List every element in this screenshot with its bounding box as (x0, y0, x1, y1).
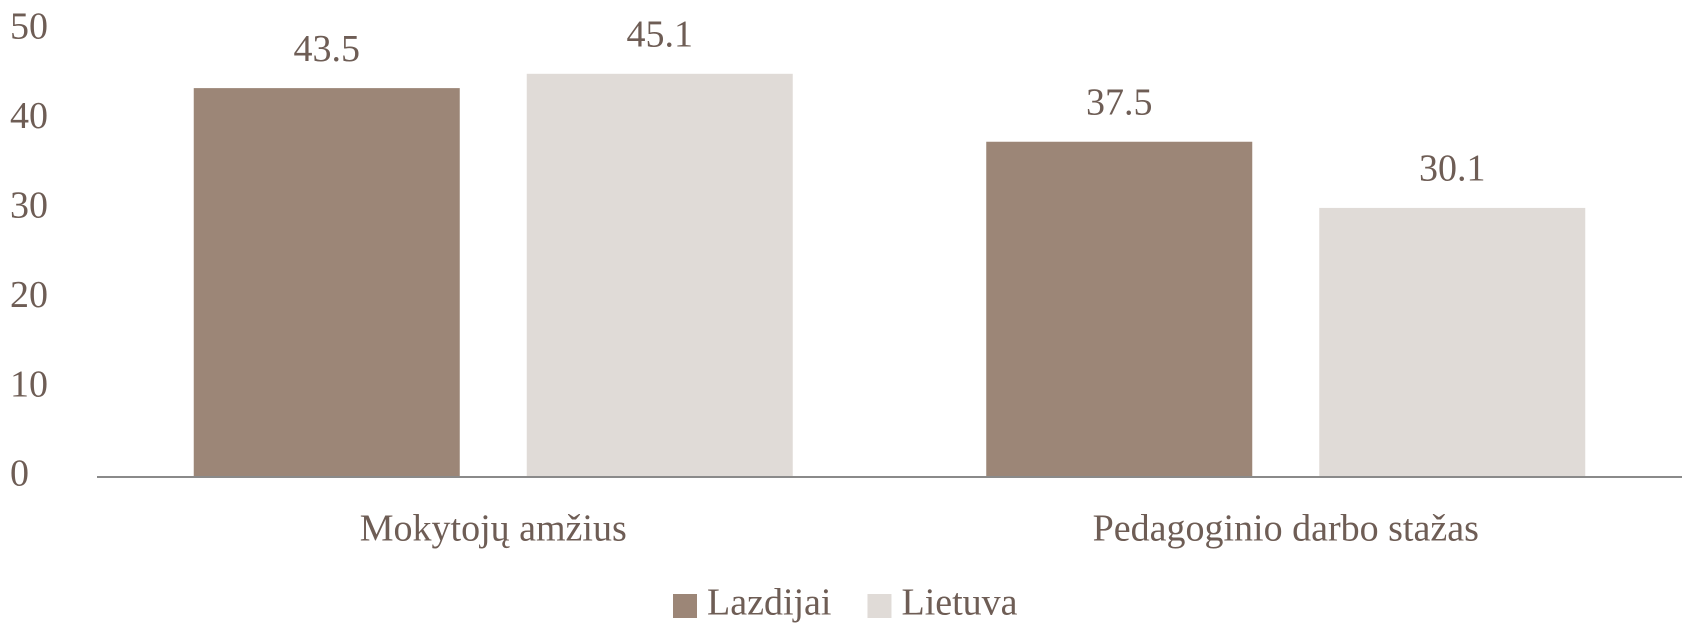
y-tick-label: 40 (10, 95, 48, 137)
y-tick-label: 10 (10, 363, 48, 405)
y-tick-label: 20 (10, 274, 48, 316)
x-tick-label: Mokytojų amžius (360, 508, 627, 550)
x-tick-label: Pedagoginio darbo stažas (1093, 508, 1479, 550)
y-tick-label: 50 (10, 6, 48, 48)
y-tick-label: 0 (10, 453, 29, 495)
data-label: 43.5 (294, 28, 361, 70)
data-label: 37.5 (1086, 81, 1153, 123)
legend-swatch (867, 594, 892, 618)
data-label: 45.1 (627, 14, 694, 56)
data-label: 30.1 (1419, 148, 1486, 190)
bar (526, 73, 793, 477)
bar (193, 88, 460, 478)
bar (1319, 207, 1586, 477)
legend-label: Lietuva (901, 582, 1017, 624)
y-tick-label: 30 (10, 185, 48, 227)
legend-swatch (673, 594, 697, 618)
bar (986, 141, 1253, 477)
legend-label: Lazdijai (707, 582, 831, 624)
